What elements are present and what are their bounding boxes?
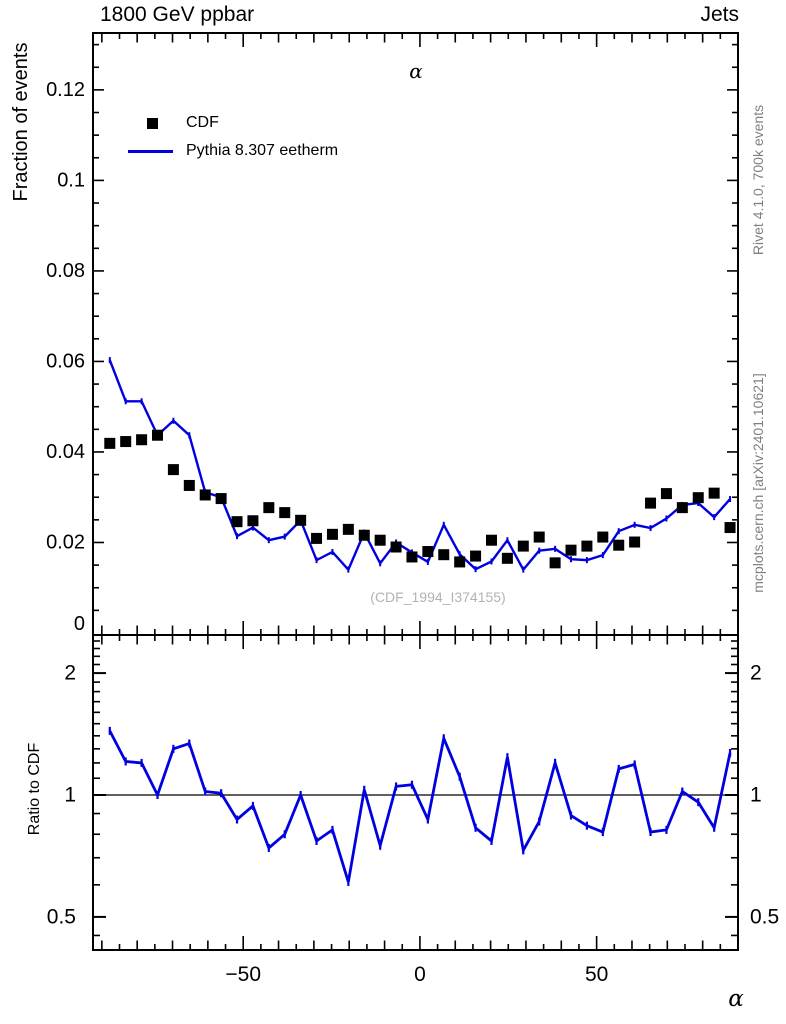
x-tick-label: −50 [225,963,261,986]
cdf-marker [660,488,672,500]
x-tick-label: 0 [414,963,426,986]
legend-label-cdf: CDF [186,114,219,131]
cdf-marker [152,429,163,441]
cdf-marker [120,436,132,448]
legend: CDF Pythia 8.307 eetherm [128,109,338,165]
ratio-y-tick-label-right: 1 [750,784,762,807]
main-y-tick-label: 0.12 [46,79,85,101]
cdf-marker [104,437,116,449]
cdf-marker [533,531,545,543]
cdf-marker [295,514,307,526]
pythia-line-marker-icon [128,149,186,153]
cdf-marker [597,531,609,543]
analysis-id-watermark: (CDF_1994_I374155) [370,589,506,605]
main-y-tick-label: 0.1 [57,169,85,191]
main-y-tick-label: 0.08 [46,260,85,282]
cdf-marker [215,493,227,505]
ratio-y-tick-label: 1 [64,784,76,807]
cdf-marker [454,556,466,568]
ratio-y-tick-label-right: 0.5 [750,905,779,928]
mcplots-arxiv-note: mcplots.cern.ch [arXiv:2401.10621] [750,373,766,593]
main-y-tick-label: 0 [74,613,85,635]
ratio-y-axis-label: Ratio to CDF [26,742,43,836]
cdf-marker [613,539,625,551]
ratio-frame [92,634,739,951]
cdf-marker [263,502,275,514]
cdf-marker [565,544,577,556]
cdf-marker [724,522,736,534]
process-title: Jets [700,3,739,26]
ratio-y-tick-label-right: 2 [750,662,762,685]
legend-label-pythia: Pythia 8.307 eetherm [186,142,339,159]
cdf-marker [629,536,641,548]
cdf-marker [358,529,370,541]
cdf-marker [390,541,402,553]
cdf-marker [485,534,497,546]
cdf-marker [231,516,243,528]
cdf-marker [406,551,418,563]
cdf-marker [549,557,561,569]
cdf-marker [167,464,179,476]
x-tick-label: 50 [585,963,608,986]
ratio-y-tick-label: 0.5 [47,905,76,928]
cdf-marker [517,540,529,552]
legend-item-cdf: CDF [128,109,338,137]
cdf-marker [438,549,450,561]
main-y-tick-label: 0.04 [46,441,85,463]
x-axis-label: α [728,986,744,1012]
cdf-marker [342,523,354,535]
main-y-axis-label: Fraction of events [10,42,32,202]
legend-item-pythia: Pythia 8.307 eetherm [128,137,338,165]
beam-title: 1800 GeV ppbar [100,3,255,26]
cdf-marker [374,534,386,546]
cdf-marker [326,528,338,540]
cdf-marker [247,515,259,527]
cdf-marker [692,492,704,504]
cdf-marker [581,540,593,552]
cdf-marker [645,497,657,509]
observable-title: α [409,59,423,83]
cdf-marker [422,546,434,558]
cdf-marker [708,487,720,499]
pythia-line [108,359,731,572]
cdf-marker [501,552,513,564]
cdf-marker [676,502,688,514]
cdf-marker [470,550,482,562]
rivet-version-note: Rivet 4.1.0, 700k events [750,104,766,256]
cdf-square-marker-icon [128,117,186,129]
main-y-tick-label: 0.02 [46,531,85,553]
cdf-marker [136,434,148,446]
main-y-tick-label: 0.06 [46,350,85,372]
ratio-line [108,730,732,883]
cdf-marker [279,507,291,519]
ratio-y-tick-label: 2 [64,662,76,685]
cdf-marker [199,489,211,501]
cdf-marker [183,479,195,491]
cdf-marker [311,532,323,544]
